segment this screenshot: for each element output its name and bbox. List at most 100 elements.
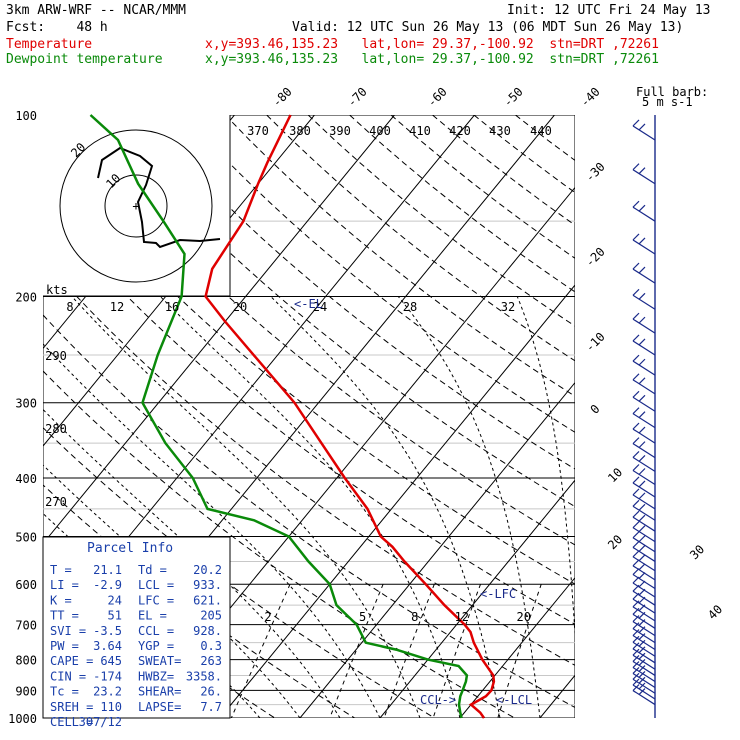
top-temperature-tick-label: -50 (501, 85, 526, 110)
wind-barb-staff (632, 169, 656, 185)
dry-adiabat-line (390, 115, 575, 259)
wind-barb-flag (638, 525, 646, 533)
wind-barb-staff (632, 456, 656, 472)
wind-barb-staff (632, 482, 656, 498)
wind-barb-flag (632, 288, 640, 296)
theta-label: 410 (409, 124, 431, 138)
hodograph-scale-tick: 28 (403, 300, 417, 314)
mixing-ratio-line (497, 584, 542, 718)
model-title: 3km ARW-WRF -- NCAR/MMM (6, 3, 187, 18)
moist-adiabat-line (397, 296, 541, 718)
dewpoint-legend-label: Dewpoint temperature (6, 52, 163, 67)
wind-barb-flag (638, 204, 646, 212)
top-temperature-tick-label: -60 (425, 85, 450, 110)
moist-adiabat-line (43, 464, 301, 718)
wind-barb-staff (632, 428, 656, 444)
parcel-info-value: 3358. (186, 669, 222, 683)
parcel-info-value: 20.2 (193, 563, 222, 577)
wind-barb-flag (638, 554, 646, 562)
wind-barb-flag (632, 510, 640, 518)
wind-barb-flag (638, 123, 646, 131)
parcel-info-key: LCL = (138, 578, 174, 592)
wind-barb-flag (638, 652, 646, 660)
wind-barb-flag (632, 550, 640, 558)
wind-barb-flag (632, 559, 640, 567)
parcel-info-key: EL = (138, 609, 167, 623)
wind-barb-flag (638, 596, 646, 604)
wind-barb-flag (638, 492, 646, 500)
parcel-info-value: 933. (193, 578, 222, 592)
parcel-info-value: 23.2 (93, 685, 122, 699)
wind-barb (632, 510, 656, 532)
wind-barb (632, 163, 656, 185)
hodograph-scale-tick: 8 (66, 300, 73, 314)
wind-barb (632, 531, 656, 553)
mixing-ratio-line (432, 584, 481, 718)
wind-barb-staff (632, 537, 656, 553)
wind-barb-flag (632, 672, 640, 680)
wind-barb-flag (638, 514, 646, 522)
wind-barb-flag (638, 676, 646, 684)
wind-barb-flag (632, 450, 640, 458)
wind-barb-flag (638, 377, 646, 385)
wind-barb-flag (632, 592, 640, 600)
wind-barb-staff (632, 690, 656, 706)
wind-barb-staff (632, 379, 656, 395)
top-temperature-tick-label: -40 (578, 85, 603, 110)
wind-barb (632, 354, 656, 376)
wind-barb (632, 622, 656, 644)
parcel-info-value: -3.5 (93, 624, 122, 638)
right-temperature-tick-label: 10 (605, 465, 625, 485)
mixing-ratio-line (329, 584, 384, 718)
hodograph-scale-tick: 20 (233, 300, 247, 314)
dry-adiabat-line (266, 115, 575, 362)
dry-adiabat-line (473, 115, 575, 194)
ccl-annotation: CCL-> (420, 693, 456, 707)
dry-adiabat-line (224, 115, 575, 397)
theta-label: 380 (289, 124, 311, 138)
dry-adiabat-line (43, 203, 575, 625)
wind-barb-flag (632, 390, 640, 398)
wind-barb-flag (632, 163, 640, 171)
hodograph-ring (104, 174, 168, 238)
dry-adiabat-line (307, 115, 575, 327)
wind-barb-flag (638, 468, 646, 475)
wind-barb (632, 288, 656, 310)
wind-barb (632, 422, 656, 444)
wind-barb (632, 615, 656, 637)
pressure-tick-label: 500 (15, 530, 37, 544)
wind-barb (632, 476, 656, 498)
dry-adiabat-line (432, 115, 575, 226)
wind-barb (632, 334, 656, 356)
parcel-info-value: 7.7 (200, 700, 222, 714)
pressure-tick-label: 100 (15, 109, 37, 123)
moist-adiabat-line (270, 296, 501, 718)
wind-barb-flag (632, 437, 640, 445)
parcel-info-value: 24 (108, 593, 122, 607)
wind-barb-flag (632, 422, 640, 430)
wind-barb-flag (632, 661, 640, 668)
wind-barb-staff (632, 628, 656, 644)
wind-barb-flag (632, 354, 640, 362)
parcel-info-key: T = (50, 563, 72, 577)
wind-barb-flag (638, 619, 646, 627)
wind-barb-staff (632, 621, 656, 637)
wind-barb-flag (638, 580, 646, 588)
pressure-tick-label: 300 (15, 397, 37, 411)
isotherm-line (219, 284, 575, 718)
wind-barb-flag (632, 635, 640, 643)
pressure-tick-label: 700 (15, 619, 37, 633)
parcel-info-key: LFC = (138, 593, 174, 607)
parcel-info-key: TT = (50, 609, 79, 623)
pressure-tick-label: 900 (15, 684, 37, 698)
wind-barb-flag (632, 667, 640, 674)
mixing-ratio-label: 5 (359, 610, 366, 624)
init-time: Init: 12 UTC Fri 24 May 13 (507, 3, 711, 18)
parcel-info-key: K = (50, 593, 72, 607)
hodograph-scale-tick: 12 (110, 300, 124, 314)
pressure-tick-label: 800 (15, 654, 37, 668)
temperature-curve (204, 114, 496, 719)
wind-barb-flag (632, 642, 640, 650)
wind-barb (632, 312, 656, 334)
theta-label: 400 (369, 124, 391, 138)
